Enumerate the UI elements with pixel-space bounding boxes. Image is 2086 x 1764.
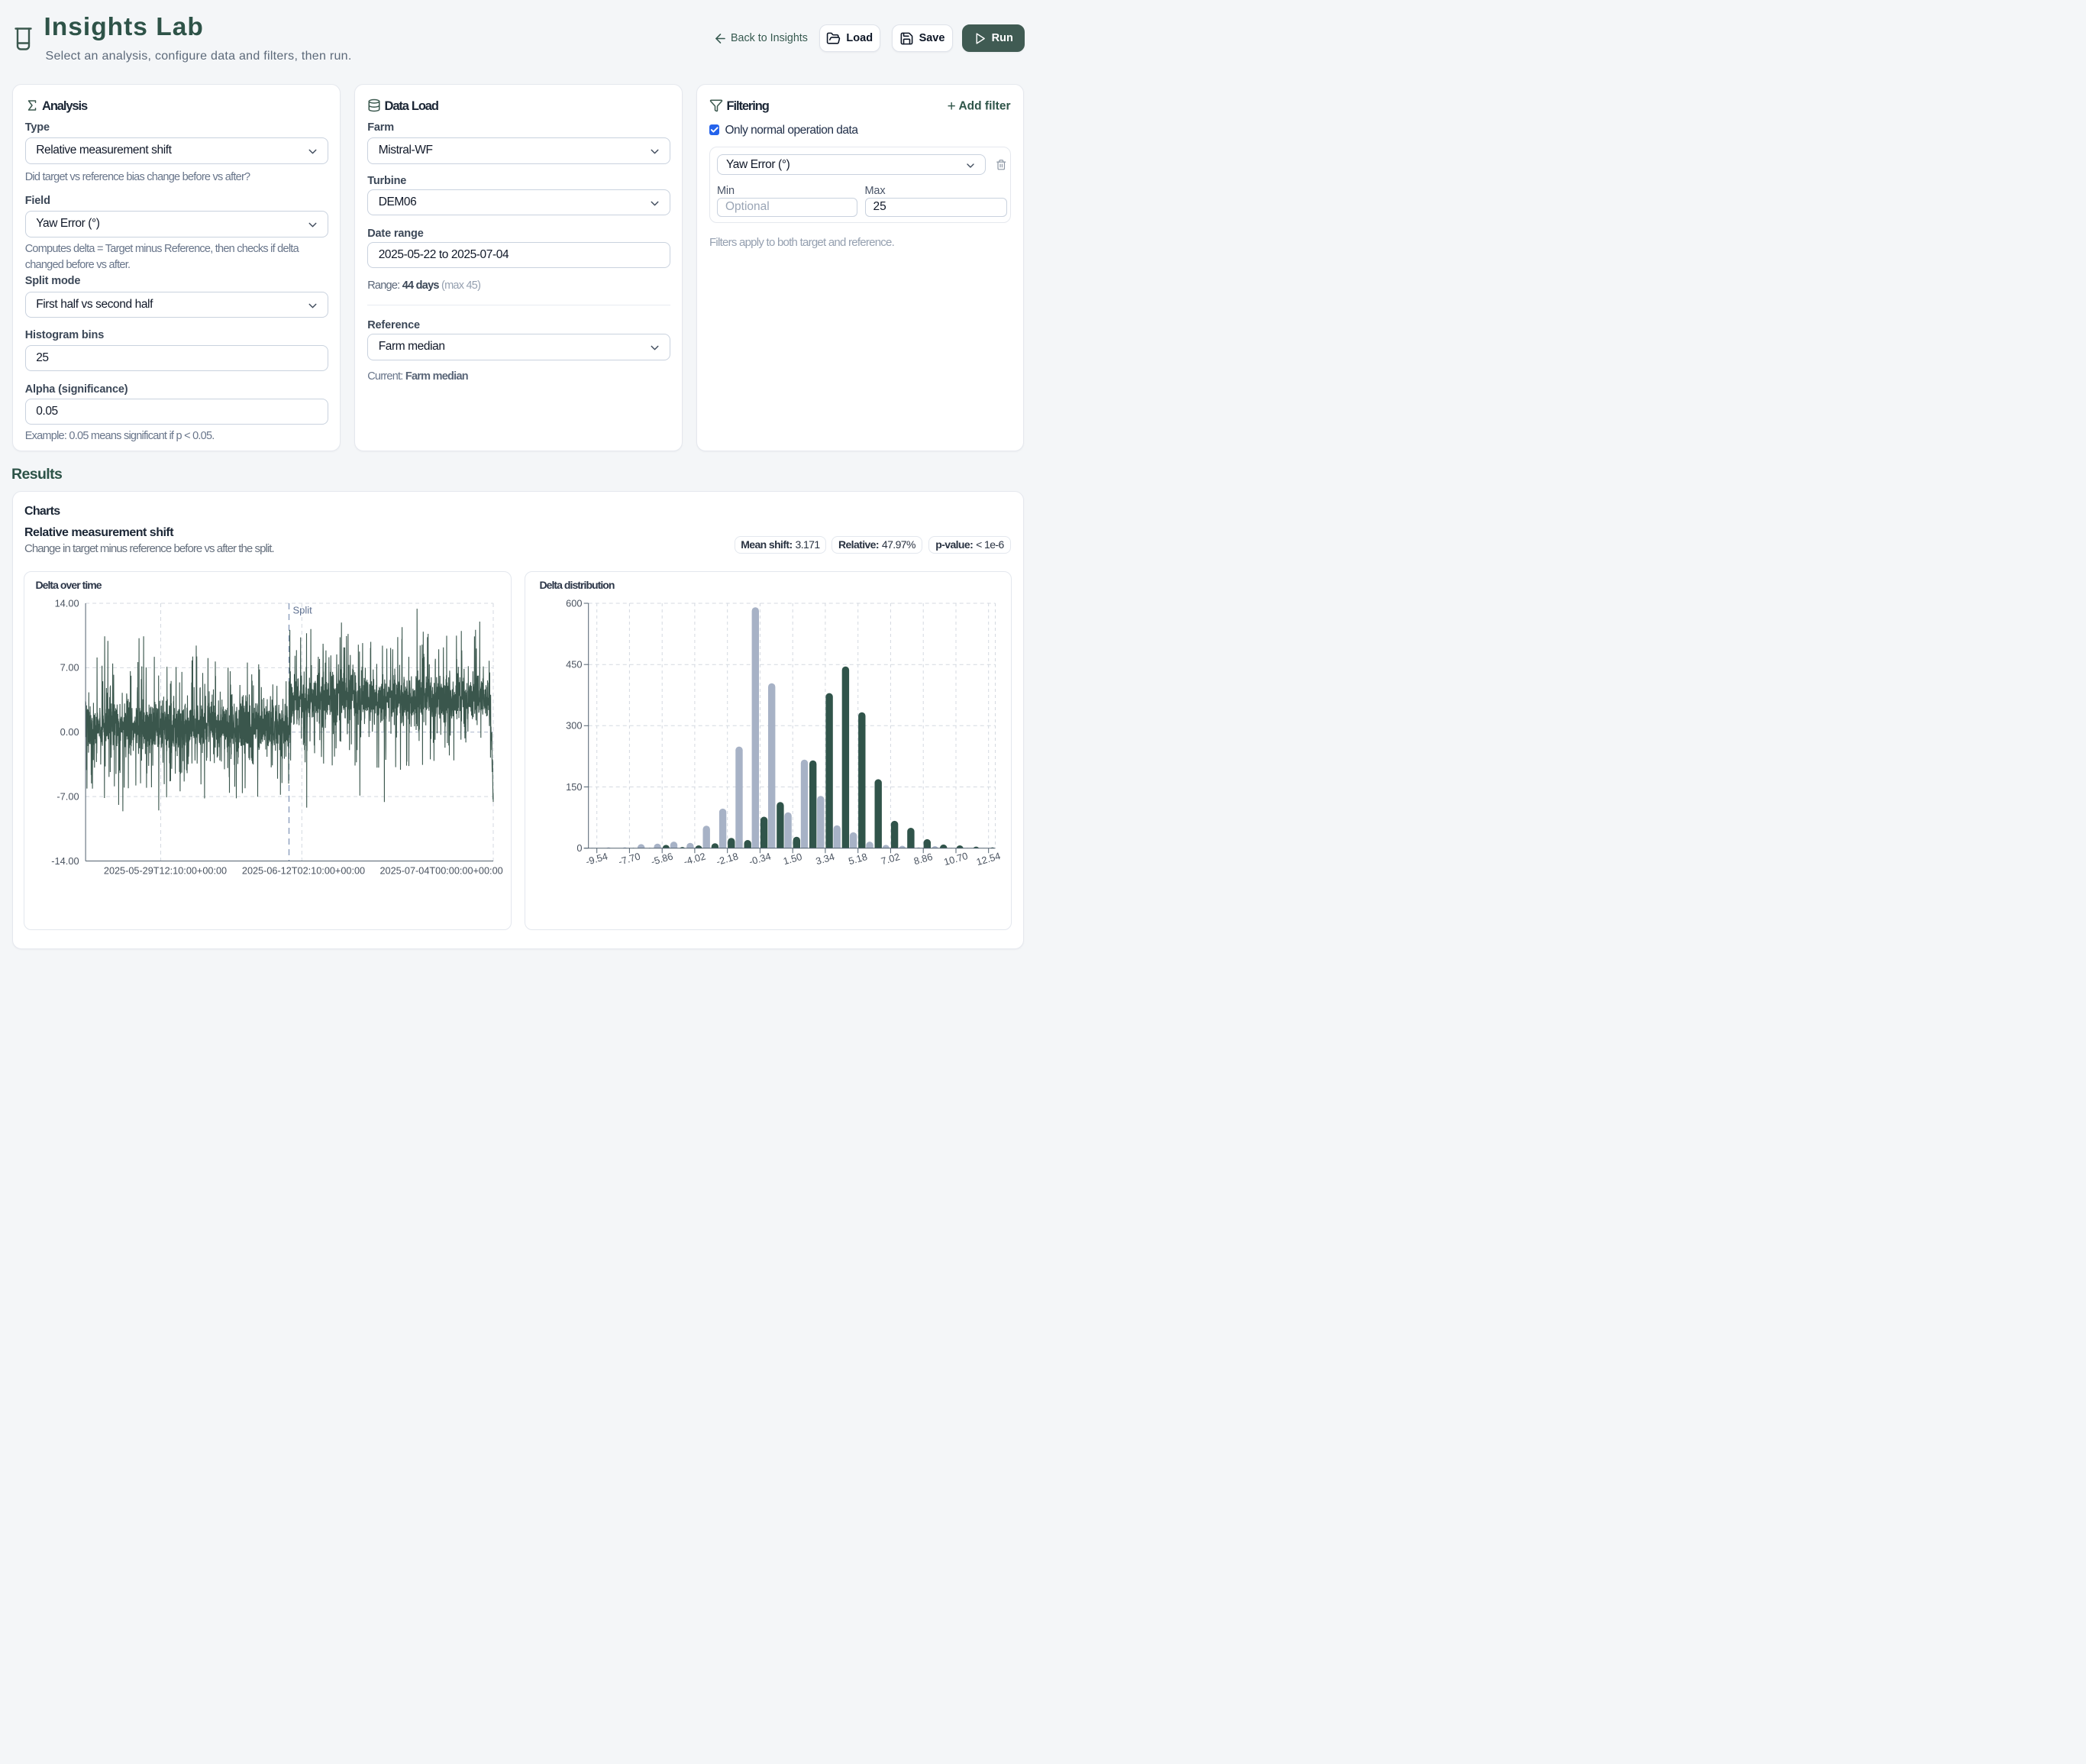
svg-text:-7.70: -7.70 [617,850,641,867]
svg-text:-7.00: -7.00 [57,790,79,802]
svg-text:Delta distribution: Delta distribution [540,579,615,591]
svg-text:1.50: 1.50 [782,851,803,867]
svg-text:-4.02: -4.02 [683,850,707,867]
svg-text:12.54: 12.54 [975,850,1002,867]
svg-text:7.02: 7.02 [880,851,901,867]
svg-text:8.86: 8.86 [912,851,934,867]
svg-text:0.00: 0.00 [60,726,79,738]
svg-text:-2.18: -2.18 [715,850,739,867]
svg-text:14.00: 14.00 [54,597,79,609]
svg-text:600: 600 [566,597,582,609]
svg-text:-0.34: -0.34 [748,850,772,867]
svg-text:2025-05-29T12:10:00+00:00: 2025-05-29T12:10:00+00:00 [103,865,226,876]
svg-text:-5.86: -5.86 [650,850,674,867]
svg-text:Split: Split [292,604,312,615]
svg-text:300: 300 [566,719,582,731]
svg-text:2025-06-12T02:10:00+00:00: 2025-06-12T02:10:00+00:00 [241,865,364,876]
svg-text:10.70: 10.70 [942,850,969,867]
svg-text:5.18: 5.18 [847,851,868,867]
svg-text:7.00: 7.00 [60,661,79,673]
svg-text:0: 0 [576,842,582,854]
svg-text:3.34: 3.34 [815,851,836,867]
svg-text:150: 150 [566,780,582,792]
svg-text:-14.00: -14.00 [51,855,79,866]
svg-text:-9.54: -9.54 [584,850,609,867]
svg-text:450: 450 [566,658,582,670]
svg-text:2025-07-04T00:00:00+00:00: 2025-07-04T00:00:00+00:00 [379,865,502,876]
svg-text:Delta over time: Delta over time [35,579,102,591]
